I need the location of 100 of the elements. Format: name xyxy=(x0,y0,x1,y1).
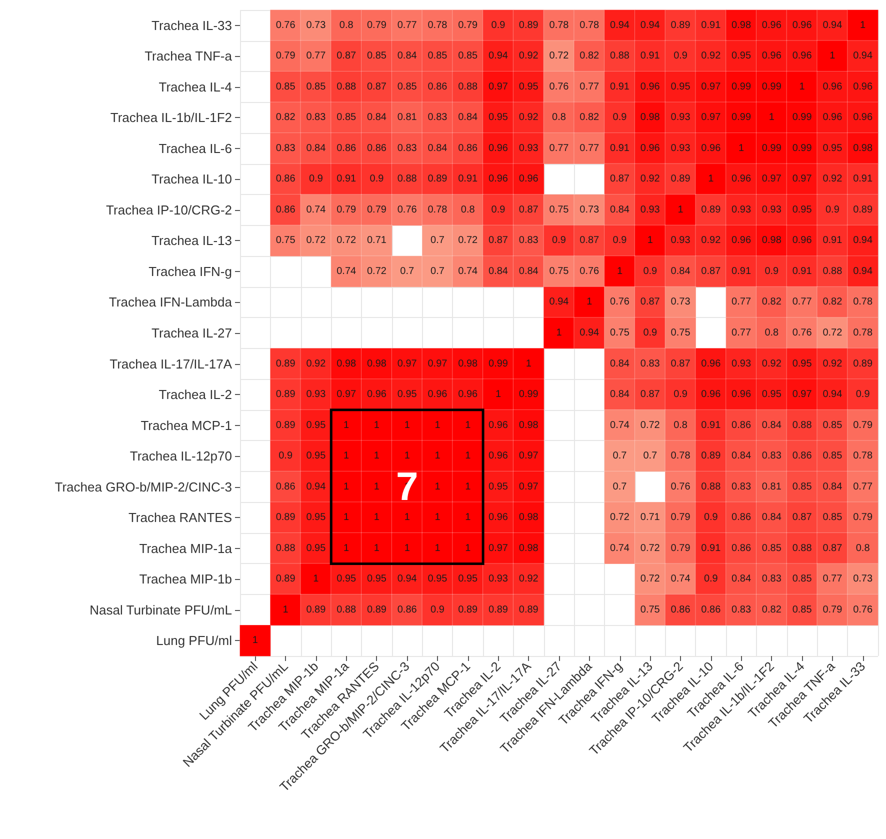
data-label: 0.9 xyxy=(643,266,658,277)
data-label: 0.96 xyxy=(701,389,722,400)
data-label: 0.82 xyxy=(580,112,600,124)
data-label: 0.75 xyxy=(276,235,296,246)
data-label: 0.73 xyxy=(306,20,326,31)
data-label: 0.97 xyxy=(518,481,539,492)
data-label: 0.83 xyxy=(732,604,752,616)
data-label: 0.98 xyxy=(458,358,478,370)
data-label: 0.83 xyxy=(732,481,752,492)
data-label: 0.89 xyxy=(276,420,296,431)
y-tick-label: Trachea MCP-1 xyxy=(140,418,232,433)
data-label: 0.78 xyxy=(853,328,873,338)
data-label: 0.9 xyxy=(704,512,718,524)
data-label: 0.95 xyxy=(792,204,812,216)
data-label: 1 xyxy=(465,481,472,492)
data-label: 0.84 xyxy=(732,450,752,462)
data-label: 0.9 xyxy=(552,235,566,246)
data-label: 0.8 xyxy=(552,112,566,124)
data-label: 0.96 xyxy=(732,174,752,185)
data-label: 0.85 xyxy=(306,81,326,92)
data-label: 0.86 xyxy=(366,142,387,154)
data-label: 0.8 xyxy=(856,542,870,554)
data-label: 0.9 xyxy=(612,235,628,246)
data-label: 0.74 xyxy=(306,204,326,216)
data-label: 0.84 xyxy=(762,512,782,524)
data-label: 0.78 xyxy=(670,450,691,462)
y-tick-label: Trachea IL-17/IL-17A xyxy=(110,356,232,372)
data-label: 1 xyxy=(404,542,410,554)
data-label: 0.91 xyxy=(701,542,722,554)
data-label: 0.97 xyxy=(336,389,356,400)
data-label: 0.96 xyxy=(853,112,873,124)
y-tick-label: Trachea IL-2 xyxy=(158,387,232,402)
data-label: 0.97 xyxy=(701,112,722,124)
data-label: 0.95 xyxy=(670,81,691,92)
data-label: 0.95 xyxy=(366,574,387,585)
data-label: 0.83 xyxy=(762,574,782,585)
data-label: 0.89 xyxy=(458,604,478,616)
data-label: 1 xyxy=(556,328,562,338)
data-label: 0.88 xyxy=(397,174,418,185)
y-tick-label: Trachea IL-12p70 xyxy=(130,448,232,464)
data-label: 0.84 xyxy=(610,389,630,400)
data-label: 0.94 xyxy=(640,20,660,31)
data-label: 0.94 xyxy=(488,50,508,62)
data-label: 0.96 xyxy=(640,81,660,92)
data-label: 0.77 xyxy=(580,81,600,92)
data-label: 0.84 xyxy=(306,142,326,154)
data-label: 0.84 xyxy=(610,204,630,216)
data-label: 0.96 xyxy=(792,20,812,31)
y-tick-label: Trachea IL-6 xyxy=(158,140,232,156)
data-label: 0.76 xyxy=(580,266,600,277)
data-label: 1 xyxy=(252,635,258,646)
data-label: 0.95 xyxy=(822,142,843,154)
data-label: 0.87 xyxy=(518,204,539,216)
data-label: 0.82 xyxy=(580,50,600,62)
data-label: 0.7 xyxy=(643,450,658,462)
data-label: 0.79 xyxy=(670,542,691,554)
data-label: 0.87 xyxy=(366,81,387,92)
data-label: 0.7 xyxy=(612,481,628,492)
data-label: 0.91 xyxy=(701,420,722,431)
data-label: 0.86 xyxy=(701,604,722,616)
data-label: 0.9 xyxy=(704,574,718,585)
data-label: 0.93 xyxy=(670,112,691,124)
data-label: 0.86 xyxy=(428,81,448,92)
data-label: 0.93 xyxy=(488,574,508,585)
data-label: 0.92 xyxy=(762,358,782,370)
data-label: 0.92 xyxy=(822,358,843,370)
data-label: 1 xyxy=(374,420,380,431)
data-label: 0.74 xyxy=(610,420,630,431)
data-label: 0.87 xyxy=(822,542,843,554)
data-label: 1 xyxy=(434,512,441,524)
data-label: 0.72 xyxy=(336,235,356,246)
data-label: 0.89 xyxy=(366,604,387,616)
data-label: 1 xyxy=(830,50,836,62)
data-label: 1 xyxy=(708,174,714,185)
y-tick-label: Trachea IP-10/CRG-2 xyxy=(106,202,232,218)
y-tick-label: Trachea MIP-1a xyxy=(139,540,233,556)
data-label: 0.95 xyxy=(306,512,326,524)
data-label: 1 xyxy=(404,420,410,431)
data-label: 0.87 xyxy=(792,512,812,524)
data-label: 0.85 xyxy=(762,542,782,554)
data-label: 0.91 xyxy=(822,235,843,246)
data-label: 0.79 xyxy=(853,420,873,431)
data-label: 0.86 xyxy=(336,142,356,154)
data-label: 0.92 xyxy=(701,235,722,246)
data-label: 1 xyxy=(404,512,410,524)
data-label: 0.79 xyxy=(822,604,843,616)
data-label: 1 xyxy=(678,204,684,216)
data-label: 0.77 xyxy=(732,296,752,308)
data-label: 0.96 xyxy=(853,81,873,92)
data-label: 0.97 xyxy=(488,81,508,92)
data-label: 0.88 xyxy=(701,481,722,492)
data-label: 0.93 xyxy=(306,389,326,400)
data-label: 0.82 xyxy=(762,604,782,616)
data-label: 0.9 xyxy=(370,174,384,185)
y-tick-label: Trachea MIP-1b xyxy=(139,572,232,587)
data-label: 0.96 xyxy=(762,50,782,62)
data-label: 0.88 xyxy=(458,81,478,92)
data-label: 1 xyxy=(344,542,350,554)
data-label: 0.89 xyxy=(276,358,296,370)
data-label: 0.97 xyxy=(762,174,782,185)
